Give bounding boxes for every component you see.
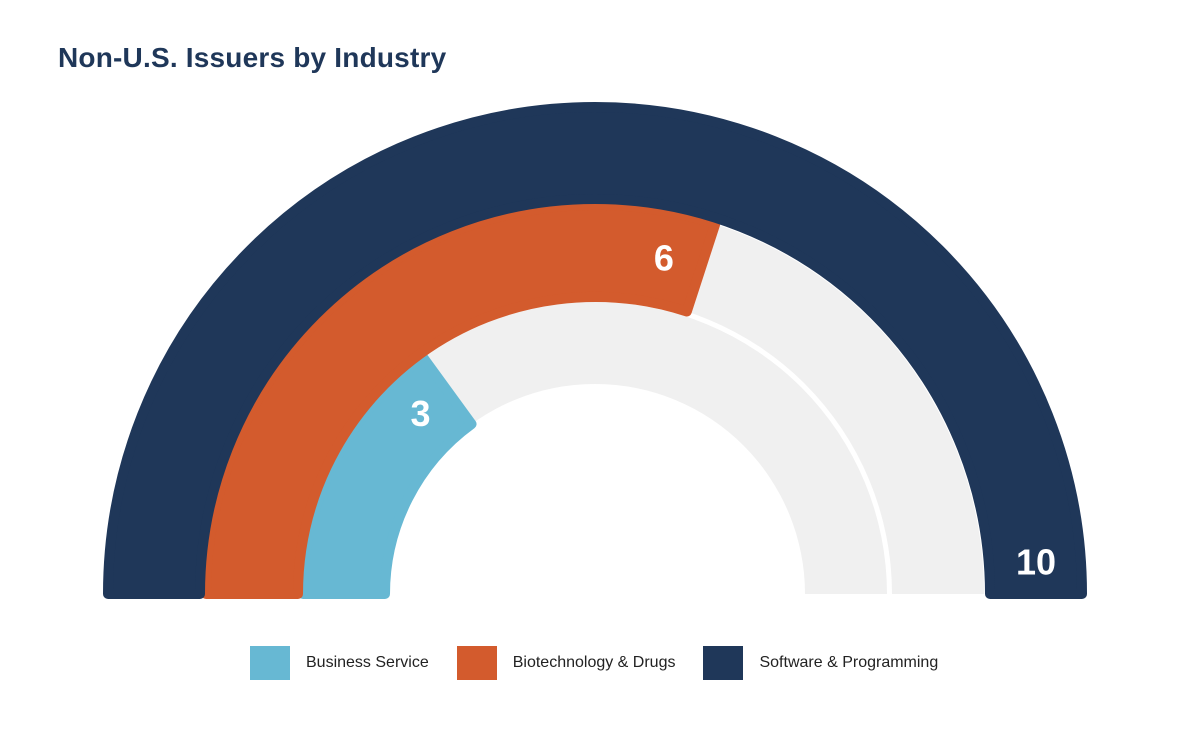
legend-label-software-programming: Software & Programming bbox=[759, 654, 939, 671]
legend-item-software-programming: Software & Programming bbox=[703, 646, 938, 680]
bar-software-programming bbox=[103, 101, 1087, 599]
legend-swatch-software-programming bbox=[703, 646, 744, 680]
bar-group bbox=[103, 101, 1087, 599]
value-label-software-programming: 10 bbox=[1016, 542, 1056, 583]
legend-label-business-service: Business Service bbox=[306, 654, 429, 671]
legend: Business Service Biotechnology & Drugs S… bbox=[250, 646, 938, 680]
value-label-business-service: 3 bbox=[411, 393, 431, 434]
value-label-group: 3 6 10 bbox=[411, 237, 1056, 582]
chart-title: Non-U.S. Issuers by Industry bbox=[58, 42, 447, 73]
bar-business-service bbox=[298, 352, 477, 599]
value-label-biotechnology-drugs: 6 bbox=[654, 237, 674, 278]
bar-biotechnology-drugs bbox=[201, 200, 721, 599]
legend-swatch-biotechnology-drugs bbox=[456, 646, 497, 680]
legend-item-biotechnology-drugs: Biotechnology & Drugs bbox=[456, 646, 676, 680]
track-business-service bbox=[303, 301, 887, 594]
legend-swatch-business-service bbox=[250, 646, 290, 680]
legend-item-business-service: Business Service bbox=[250, 646, 429, 680]
legend-label-biotechnology-drugs: Biotechnology & Drugs bbox=[512, 654, 676, 671]
